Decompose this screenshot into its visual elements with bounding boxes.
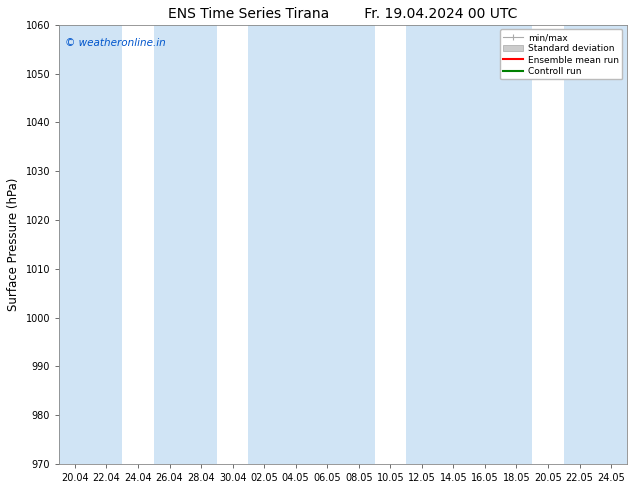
Bar: [59, 25, 122, 464]
Bar: [311, 25, 375, 464]
Bar: [406, 25, 469, 464]
Bar: [469, 25, 532, 464]
Bar: [564, 25, 627, 464]
Bar: [154, 25, 217, 464]
Bar: [249, 25, 311, 464]
Text: © weatheronline.in: © weatheronline.in: [65, 38, 165, 48]
Title: ENS Time Series Tirana        Fr. 19.04.2024 00 UTC: ENS Time Series Tirana Fr. 19.04.2024 00…: [168, 7, 518, 21]
Legend: min/max, Standard deviation, Ensemble mean run, Controll run: min/max, Standard deviation, Ensemble me…: [500, 29, 623, 79]
Y-axis label: Surface Pressure (hPa): Surface Pressure (hPa): [7, 178, 20, 311]
